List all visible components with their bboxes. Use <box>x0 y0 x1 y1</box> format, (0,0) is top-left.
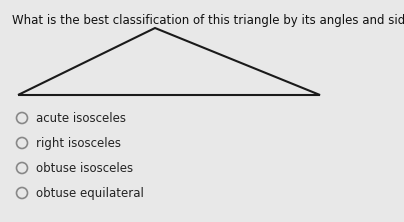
Text: What is the best classification of this triangle by its angles and sides?: What is the best classification of this … <box>12 14 404 27</box>
Text: acute isosceles: acute isosceles <box>36 111 126 125</box>
Text: obtuse isosceles: obtuse isosceles <box>36 161 133 174</box>
Text: right isosceles: right isosceles <box>36 137 121 149</box>
Text: obtuse equilateral: obtuse equilateral <box>36 186 144 200</box>
